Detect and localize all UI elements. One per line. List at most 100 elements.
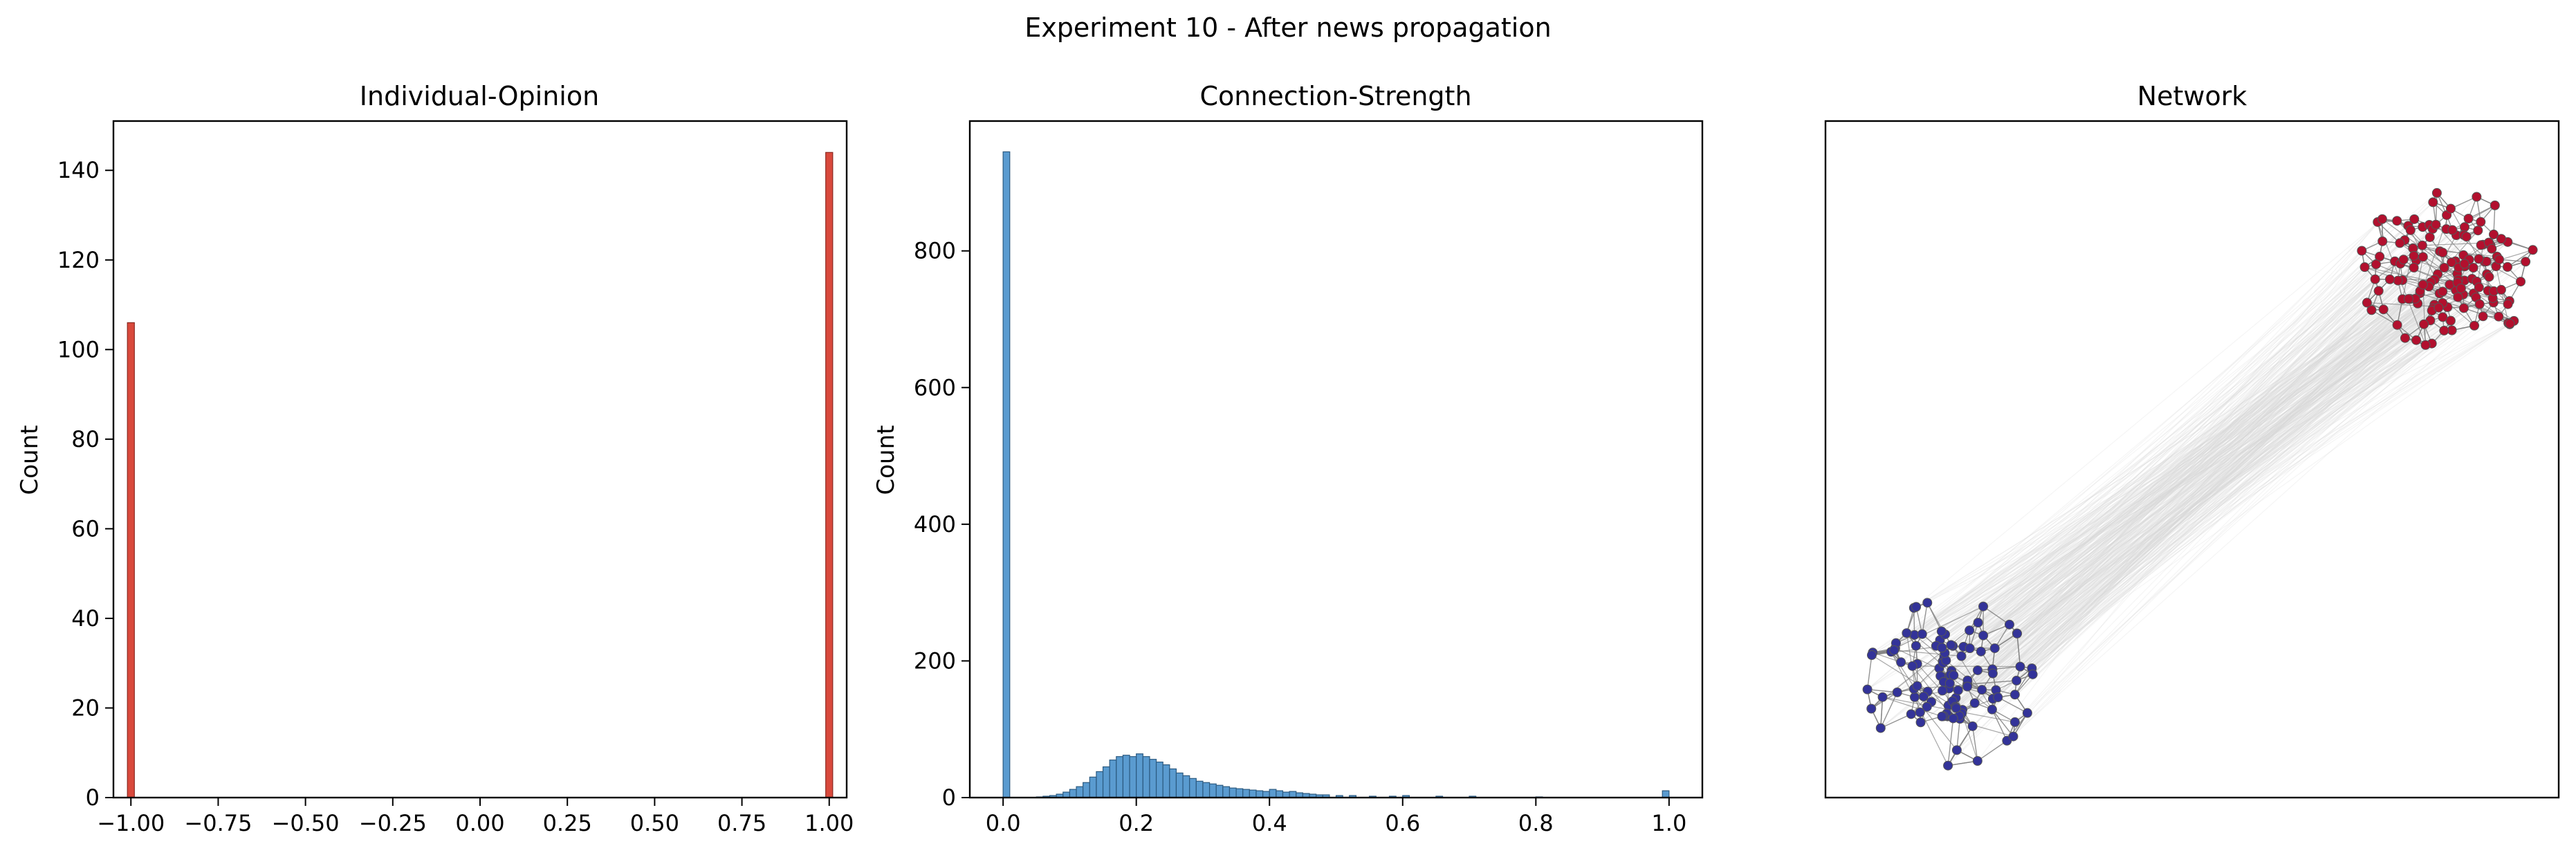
- network-edge: [1991, 709, 2014, 737]
- network-node: [1862, 684, 1873, 695]
- network-cross-edge: [1942, 267, 2474, 678]
- network-cross-edge: [1913, 261, 2395, 690]
- network-cross-edge: [1870, 309, 2384, 709]
- network-cross-edge: [1961, 244, 2482, 657]
- strength-histogram-bar: [1222, 786, 1231, 798]
- network-cross-edge: [1915, 298, 2409, 647]
- network-node: [2425, 232, 2435, 242]
- network-cross-edge: [1974, 303, 2418, 704]
- network-cross-edge: [1992, 252, 2443, 699]
- network-cross-edge: [2014, 250, 2440, 723]
- network-node: [2359, 262, 2370, 273]
- network-cross-edge: [1914, 226, 2423, 636]
- network-node: [2008, 731, 2018, 742]
- network-edge: [2507, 249, 2533, 268]
- network-cross-edge: [1992, 304, 2481, 699]
- network-edge: [1922, 603, 1928, 634]
- strength-histogram-bar: [1122, 755, 1130, 798]
- network-node: [2521, 257, 2531, 267]
- network-node: [2502, 261, 2512, 272]
- network-node: [2428, 197, 2438, 208]
- strength-histogram-xticks: 0.0 0.2 0.4 0.6 0.8 1.0: [986, 798, 1686, 836]
- network-cross-edge: [1912, 324, 2425, 667]
- network-cross-edge: [2031, 260, 2417, 669]
- network-node: [2505, 318, 2515, 329]
- strength-histogram-bar: [1116, 756, 1124, 798]
- network-cross-edge: [1981, 320, 2451, 690]
- network-edge: [2377, 221, 2400, 243]
- network-node: [2474, 254, 2484, 264]
- network-node: [2528, 245, 2538, 255]
- network-cross-edge: [1895, 230, 2411, 644]
- network-cross-edge: [1931, 297, 2493, 703]
- network-cross-edge: [1992, 267, 2474, 674]
- opinion-histogram-xtick-label: −0.75: [184, 810, 252, 836]
- network-cross-edge: [1944, 279, 2376, 635]
- network-node: [1989, 643, 2000, 654]
- network-cross-edge: [2006, 281, 2521, 742]
- network-cross-edge: [1961, 250, 2440, 656]
- network-cross-edge: [1944, 297, 2493, 658]
- network-edge: [1882, 697, 1942, 717]
- network-cross-edge: [1947, 316, 2499, 717]
- network-cross-edge: [1955, 282, 2458, 699]
- network-cross-edge: [1947, 320, 2451, 717]
- network-cross-edge: [1992, 267, 2459, 674]
- network-cross-edge: [1952, 236, 2467, 702]
- strength-histogram-bar: [1242, 789, 1250, 798]
- network-cross-edge: [1949, 267, 2474, 717]
- network-cross-edge: [1981, 239, 2405, 690]
- network-cross-edge: [1940, 261, 2456, 641]
- network-cross-edge: [2032, 293, 2440, 675]
- network-edge: [1880, 713, 1912, 729]
- network-node: [2453, 292, 2463, 302]
- network-cross-edge: [2020, 267, 2474, 668]
- opinion-histogram-xtick-label: 0.75: [717, 810, 766, 836]
- network-cross-edge: [1962, 298, 2416, 710]
- network-cross-edge: [2020, 284, 2424, 668]
- network-cross-edge: [1949, 243, 2400, 717]
- network-node: [2458, 303, 2469, 313]
- network-cross-edge: [1962, 266, 2465, 710]
- network-edge: [1912, 665, 2021, 668]
- network-node: [1951, 745, 1962, 755]
- network-node: [1875, 723, 1886, 733]
- network-cross-edge: [1969, 248, 2413, 649]
- strength-histogram-bar: [1289, 791, 1297, 798]
- network-cross-edge: [1895, 273, 2438, 649]
- network-node: [2015, 661, 2025, 672]
- network-cross-edge: [1880, 284, 2450, 728]
- network-cross-edge: [1977, 282, 2458, 671]
- network-node: [1866, 704, 1877, 714]
- network-title: Network: [2137, 81, 2247, 111]
- network-cross-edge: [2016, 266, 2365, 634]
- network-node: [2371, 259, 2381, 270]
- network-cross-edge: [1991, 259, 2500, 670]
- network-cross-edge: [1948, 261, 2395, 706]
- opinion-histogram-ytick-label: 120: [57, 247, 100, 273]
- network-node: [1889, 645, 1899, 655]
- network-node: [1965, 643, 1975, 654]
- network-cross-edge: [1961, 324, 2510, 714]
- network-cross-edge: [1967, 230, 2478, 681]
- network-cross-edge: [1895, 298, 2403, 644]
- opinion-histogram-ytick-label: 140: [57, 157, 100, 183]
- network-cross-edge: [2014, 261, 2526, 723]
- network-cross-edge: [1914, 261, 2395, 636]
- network-cross-edge: [1961, 266, 2465, 657]
- network-node: [1948, 713, 1958, 724]
- network-cross-edge: [1948, 286, 2480, 706]
- network-cross-edge: [1963, 228, 2434, 647]
- network-edge: [1971, 726, 1978, 762]
- network-cross-edge: [1882, 284, 2451, 698]
- opinion-histogram-xtick-label: 0.25: [543, 810, 592, 836]
- network-cross-edge: [1963, 244, 2482, 647]
- network-cross-edge: [1951, 310, 2433, 672]
- network-cross-edge: [1950, 323, 2510, 675]
- network-cross-edge: [1977, 250, 2362, 762]
- network-cross-edge: [1922, 279, 2436, 635]
- network-edge: [1953, 674, 1998, 698]
- network-cross-edge: [1961, 324, 2510, 657]
- network-cross-edge: [1980, 273, 2438, 652]
- network-cross-edge: [2032, 259, 2404, 675]
